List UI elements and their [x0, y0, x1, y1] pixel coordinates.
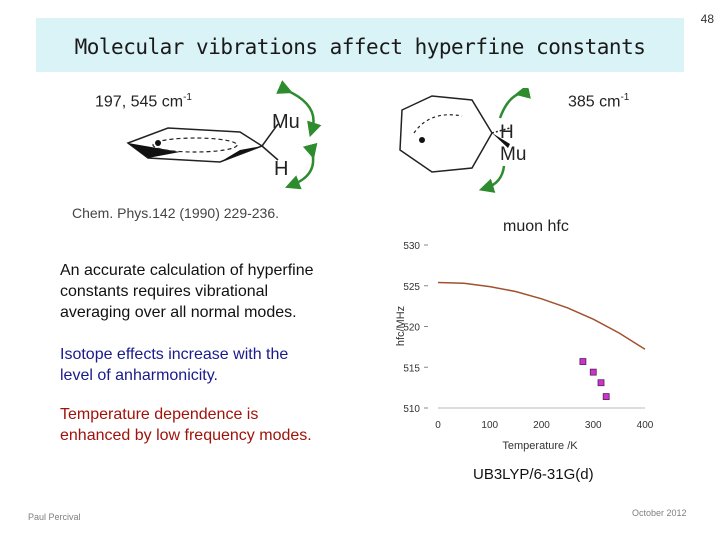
- radical-dot: [419, 137, 425, 143]
- mu-atom-label: Mu: [272, 111, 300, 133]
- y-tick-label: 525: [403, 282, 420, 293]
- y-axis-label: hfc/MHz: [395, 306, 407, 346]
- x-tick-label: 400: [637, 420, 654, 431]
- chart-series: [437, 281, 646, 400]
- vibration-arrow-icon: [498, 88, 531, 119]
- slide-title: Molecular vibrations affect hyperfine co…: [74, 35, 646, 59]
- y-tick-label: 530: [403, 241, 420, 252]
- text-line: Temperature dependence is: [60, 406, 259, 423]
- data-point: [597, 379, 605, 387]
- paragraph-temperature-dependence: Temperature dependence is enhanced by lo…: [60, 404, 312, 446]
- data-point: [589, 368, 597, 376]
- right-frequency-exponent: -1: [620, 92, 630, 103]
- vibration-arrow-icon: [478, 165, 506, 193]
- text-line: An accurate calculation of hyperfine: [60, 262, 314, 279]
- text-line: averaging over all normal modes.: [60, 304, 297, 321]
- ring-bold-edge: [220, 146, 262, 162]
- hfc-curve: [437, 281, 646, 350]
- ring-dashed-bond: [413, 114, 463, 134]
- x-tick-label: 200: [533, 420, 550, 431]
- x-tick-label: 300: [585, 420, 602, 431]
- method-label: UB3LYP/6-31G(d): [473, 466, 594, 483]
- chart-title: muon hfc: [503, 218, 569, 235]
- author-footer: Paul Percival: [28, 512, 81, 522]
- ring-bold-edge: [128, 143, 180, 158]
- ring-top-view: [399, 95, 493, 173]
- mu-bond: [492, 133, 510, 148]
- h-atom-label: H: [500, 122, 514, 143]
- x-tick-label: 100: [481, 420, 498, 431]
- left-frequency-label: 197, 545 cm-1: [95, 92, 192, 111]
- y-tick-label: 520: [403, 323, 420, 334]
- mu-bond: [261, 123, 279, 147]
- y-tick-label: 510: [403, 404, 420, 415]
- radical-dot: [155, 140, 161, 146]
- paragraph-vibrational-averaging: An accurate calculation of hyperfine con…: [60, 260, 313, 323]
- text-line: enhanced by low frequency modes.: [60, 427, 312, 444]
- h-bond: [491, 127, 511, 134]
- h-atom-label: H: [274, 158, 288, 180]
- ring-dashed-bond: [152, 137, 238, 153]
- paragraph-isotope-effects: Isotope effects increase with the level …: [60, 344, 288, 386]
- chart-ticks: 0 100 200 300 400 510 515 520 525 530: [403, 241, 653, 431]
- data-point: [602, 393, 610, 400]
- right-frequency-label: 385 cm-1: [568, 92, 629, 111]
- muon-hfc-chart: 0 100 200 300 400 510 515 520 525 530 Temperature…: [395, 241, 654, 452]
- data-point: [579, 358, 587, 365]
- left-frequency-value: 197, 545 cm: [95, 93, 184, 111]
- title-bar: [36, 18, 684, 72]
- right-molecule-diagram: H Mu: [399, 88, 531, 193]
- text-line: Isotope effects increase with the: [60, 346, 289, 363]
- vibration-arrow-icon: [285, 142, 318, 190]
- left-frequency-exponent: -1: [183, 92, 192, 103]
- y-tick-label: 515: [403, 363, 420, 374]
- date-footer: October 2012: [632, 508, 687, 518]
- text-line: constants requires vibrational: [60, 283, 269, 300]
- x-tick-label: 0: [435, 420, 441, 431]
- slide-number: 48: [700, 12, 714, 26]
- h-bond: [261, 145, 279, 161]
- text-line: level of anharmonicity.: [60, 367, 218, 384]
- reference-citation: Chem. Phys.142 (1990) 229-236.: [72, 205, 280, 221]
- right-frequency-value: 385 cm: [568, 93, 621, 111]
- mu-atom-label: Mu: [500, 144, 526, 165]
- left-molecule-diagram: Mu H: [126, 80, 322, 190]
- x-axis-label: Temperature /K: [502, 440, 578, 452]
- vibration-arrow-icon: [276, 80, 322, 138]
